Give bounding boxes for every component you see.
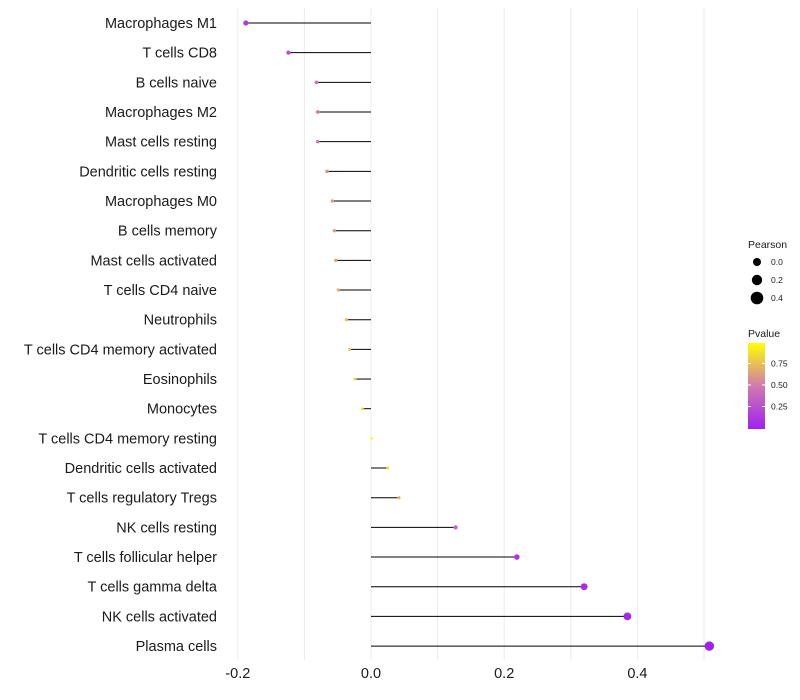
lollipop-point — [453, 525, 458, 530]
category-label: Dendritic cells resting — [79, 164, 217, 180]
color-legend-label: 0.75 — [771, 359, 788, 369]
color-legend-label: 0.25 — [771, 402, 788, 412]
category-label: Eosinophils — [143, 372, 217, 388]
category-label: T cells follicular helper — [74, 550, 217, 566]
category-label: B cells memory — [118, 224, 218, 240]
lollipop-point — [314, 80, 319, 85]
lollipop-point — [334, 258, 338, 263]
x-tick-label: -0.2 — [225, 666, 250, 682]
lollipop-point — [623, 612, 632, 621]
grid-lines — [237, 8, 705, 660]
size-legend-dot — [750, 291, 764, 305]
size-legend-dot — [753, 258, 761, 266]
lollipop-point — [386, 466, 390, 470]
lollipop-point — [370, 437, 373, 440]
lollipop-point — [325, 169, 329, 174]
lollipop-stems — [245, 22, 710, 647]
category-label: NK cells activated — [102, 609, 217, 625]
category-label: Neutrophils — [144, 313, 217, 329]
size-legend-label: 0.2 — [771, 275, 783, 285]
size-legend-items: 0.0 0.2 0.4 — [750, 257, 783, 305]
lollipop-point — [243, 20, 249, 26]
legend: Pearson 0.0 0.2 0.4 Pvalue 0.75 0.50 0.25 — [748, 239, 788, 429]
lollipop-point — [336, 288, 341, 292]
lollipop-point — [330, 199, 335, 203]
lollipop-point — [353, 377, 357, 381]
category-label: NK cells resting — [116, 520, 217, 536]
category-label: Plasma cells — [136, 639, 217, 655]
x-tick-label: 0.4 — [627, 666, 647, 682]
category-label: Macrophages M2 — [105, 105, 217, 121]
category-label: T cells CD4 memory activated — [24, 342, 217, 358]
x-tick-label: 0.0 — [361, 666, 381, 682]
size-legend-label: 0.4 — [771, 293, 783, 303]
lollipop-point — [344, 318, 348, 322]
color-legend-label: 0.50 — [771, 380, 788, 390]
category-label: T cells regulatory Tregs — [67, 491, 217, 507]
category-label: T cells CD4 naive — [104, 283, 217, 299]
lollipop-point — [315, 139, 320, 144]
lollipop-point — [514, 554, 520, 560]
category-label: T cells gamma delta — [88, 580, 218, 596]
lollipop-point — [397, 496, 401, 500]
color-legend-title: Pvalue — [748, 328, 780, 340]
category-label: Macrophages M1 — [105, 16, 217, 32]
x-tick-label: 0.2 — [494, 666, 514, 682]
category-label: T cells CD8 — [142, 46, 217, 62]
size-legend-label: 0.0 — [771, 257, 783, 267]
category-label: B cells naive — [136, 75, 217, 91]
lollipop-point — [704, 641, 715, 651]
lollipop-point — [315, 110, 320, 114]
category-label: Mast cells resting — [105, 135, 217, 151]
lollipop-point — [332, 229, 337, 233]
lollipop-point — [348, 347, 352, 351]
category-labels: Macrophages M1 T cells CD8 B cells naive Ma… — [24, 16, 218, 655]
size-legend-dot — [751, 274, 763, 286]
category-label: Dendritic cells activated — [65, 461, 217, 477]
category-label: Monocytes — [147, 402, 217, 418]
lollipop-point — [360, 407, 364, 411]
x-axis-tick-labels: -0.2 0.0 0.2 0.4 — [225, 666, 647, 682]
lollipop-point — [286, 50, 291, 55]
lollipop-point — [580, 583, 588, 591]
category-label: T cells CD4 memory resting — [38, 431, 217, 447]
category-label: Macrophages M0 — [105, 194, 217, 210]
size-legend-title: Pearson — [748, 239, 787, 251]
pvalue-colorbar — [748, 343, 765, 429]
color-legend-ticks: 0.75 0.50 0.25 — [748, 359, 788, 412]
category-label: Mast cells activated — [90, 253, 217, 269]
lollipop-points — [243, 20, 715, 651]
